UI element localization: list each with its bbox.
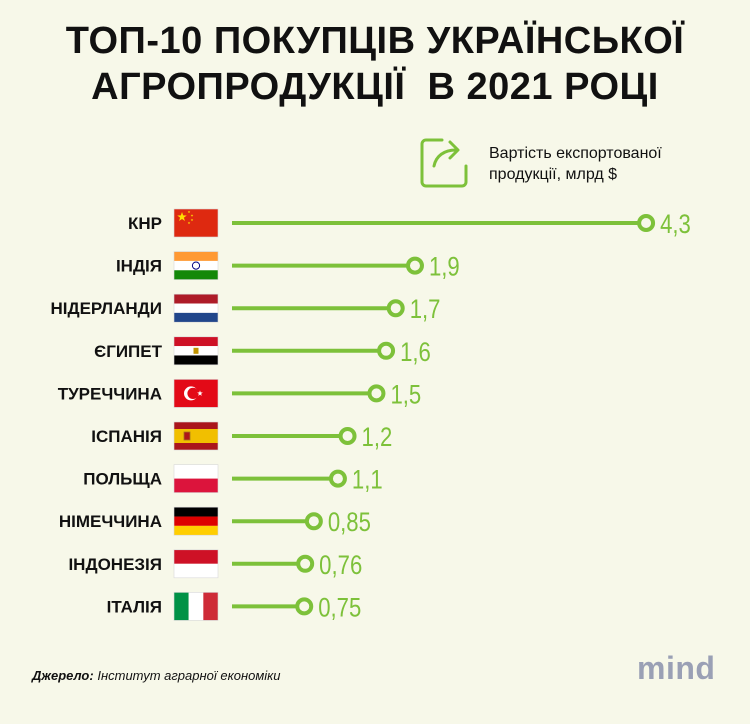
legend-line-1: Вартість експортованої	[489, 145, 662, 162]
india-flag-icon	[173, 251, 219, 280]
bar-end-marker	[386, 299, 405, 318]
spain-flag-icon	[173, 421, 219, 451]
title-line-2: АГРОПРОДУКЦІЇ В 2021 РОЦІ	[91, 66, 659, 108]
mind-logo: mind	[637, 650, 716, 686]
bar-end-marker	[405, 256, 424, 275]
bar-end-marker	[304, 512, 323, 531]
source-text: Інститут аграрної економіки	[97, 668, 281, 683]
bar-end-marker	[367, 384, 386, 403]
category-label: ТУРЕЧЧИНА	[58, 384, 162, 403]
bar-end-marker	[295, 597, 314, 616]
indonesia-flag-icon	[173, 549, 219, 579]
bar-end-marker	[296, 554, 315, 573]
china-flag-icon	[173, 208, 219, 238]
legend: Вартість експортованої продукції, млрд $	[489, 143, 739, 185]
netherlands-flag-icon	[173, 293, 219, 323]
source-label: Джерело:	[32, 668, 94, 683]
category-label: ІСПАНІЯ	[91, 427, 162, 446]
value-label: 1,9	[429, 253, 460, 283]
value-label: 0,85	[328, 508, 371, 538]
bar-end-marker	[637, 214, 656, 232]
lollipop-chart: КНР 4,3 ІНДІЯ 1,9 НІДЕРЛАНДИ 1,7 ЄГИПЕТ 1,6 ТУРЕ…	[50, 208, 691, 623]
category-label: НІДЕРЛАНДИ	[50, 299, 162, 318]
turkey-flag-icon	[173, 379, 219, 408]
category-label: ІТАЛІЯ	[107, 597, 162, 616]
value-label: 1,7	[410, 295, 441, 325]
germany-flag-icon	[173, 506, 219, 536]
value-label: 1,2	[362, 423, 393, 453]
category-label: ІНДІЯ	[116, 257, 162, 276]
poland-flag-icon	[173, 464, 219, 493]
italy-flag-icon	[173, 592, 219, 621]
value-label: 1,6	[400, 338, 431, 368]
bar-end-marker	[328, 469, 347, 488]
value-label: 0,75	[318, 593, 361, 623]
title-line-1: ТОП-10 ПОКУПЦІВ УКРАЇНСЬКОЇ	[65, 20, 685, 62]
legend-line-2: продукції, млрд $	[489, 166, 618, 183]
category-label: КНР	[128, 214, 162, 233]
egypt-flag-icon	[173, 336, 219, 366]
value-label: 4,3	[660, 210, 691, 240]
source-note: Джерело: Інститут аграрної економіки	[32, 668, 281, 683]
value-label: 1,5	[390, 380, 421, 410]
bar-end-marker	[338, 427, 357, 445]
chart-title: ТОП-10 ПОКУПЦІВ УКРАЇНСЬКОЇ АГРОПРОДУКЦІ…	[0, 18, 750, 110]
value-label: 0,76	[319, 551, 362, 581]
export-arrow-icon	[420, 138, 468, 188]
category-label: ІНДОНЕЗІЯ	[68, 555, 162, 574]
value-label: 1,1	[352, 466, 383, 496]
bar-end-marker	[377, 341, 396, 360]
category-label: ПОЛЬЩА	[83, 470, 162, 489]
category-label: ЄГИПЕТ	[94, 342, 163, 361]
category-label: НІМЕЧЧИНА	[59, 512, 162, 531]
